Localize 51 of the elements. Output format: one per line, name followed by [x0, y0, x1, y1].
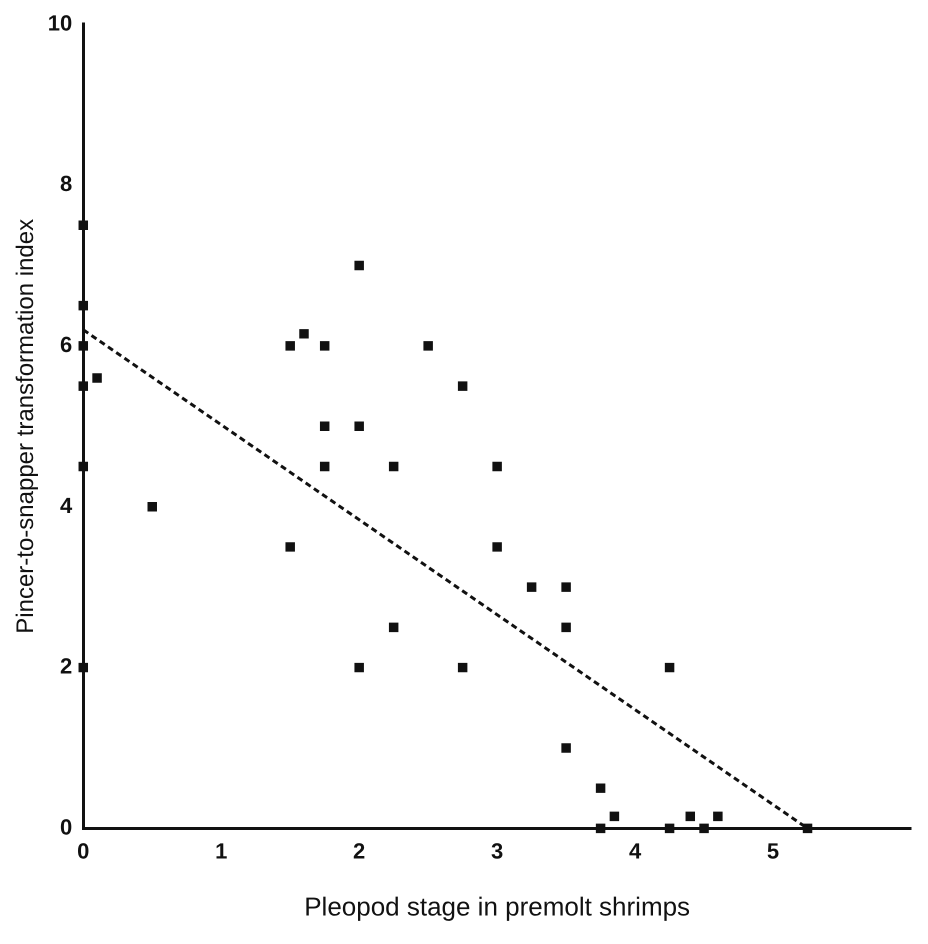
- point: [561, 582, 571, 592]
- point: [713, 812, 723, 822]
- point: [299, 329, 309, 339]
- point: [78, 381, 88, 391]
- point: [78, 341, 88, 351]
- x-tick-label: 2: [353, 838, 366, 864]
- y-axis-title: Pincer-to-snapper transformation index: [12, 218, 40, 634]
- point: [78, 220, 88, 230]
- point: [561, 743, 571, 753]
- y-tick-label: 2: [60, 654, 72, 679]
- x-tick-label: 3: [491, 838, 504, 864]
- point: [78, 300, 88, 310]
- point: [699, 824, 709, 834]
- point: [596, 824, 606, 834]
- point: [596, 783, 606, 793]
- point: [561, 622, 571, 632]
- point: [492, 542, 502, 552]
- point: [285, 542, 295, 552]
- x-tick-label: 4: [628, 838, 642, 864]
- point: [285, 341, 295, 351]
- point: [458, 662, 468, 672]
- y-tick-label: 10: [48, 10, 72, 36]
- point: [354, 662, 364, 672]
- point: [78, 462, 88, 472]
- point: [526, 582, 536, 592]
- point: [664, 662, 674, 672]
- point: [354, 422, 364, 432]
- y-tick-label: 8: [60, 171, 72, 196]
- point: [458, 381, 468, 391]
- x-axis-title: Pleopod stage in premolt shrimps: [304, 892, 690, 922]
- point: [492, 462, 502, 472]
- point: [148, 502, 157, 512]
- point: [92, 373, 102, 383]
- point: [320, 422, 330, 432]
- point: [320, 341, 330, 351]
- x-tick-label: 0: [77, 838, 90, 864]
- point: [802, 824, 812, 834]
- point: [686, 812, 696, 822]
- point: [388, 462, 398, 472]
- point: [423, 341, 433, 351]
- point: [78, 662, 88, 672]
- y-tick-label: 6: [60, 332, 72, 357]
- point: [664, 824, 674, 834]
- y-tick-label: 4: [60, 492, 74, 518]
- point: [320, 462, 330, 472]
- point: [388, 622, 398, 632]
- point: [610, 812, 620, 822]
- point: [354, 260, 364, 270]
- y-tick-label: 0: [60, 814, 72, 840]
- x-tick-label: 1: [215, 838, 228, 864]
- x-tick-label: 5: [766, 838, 780, 864]
